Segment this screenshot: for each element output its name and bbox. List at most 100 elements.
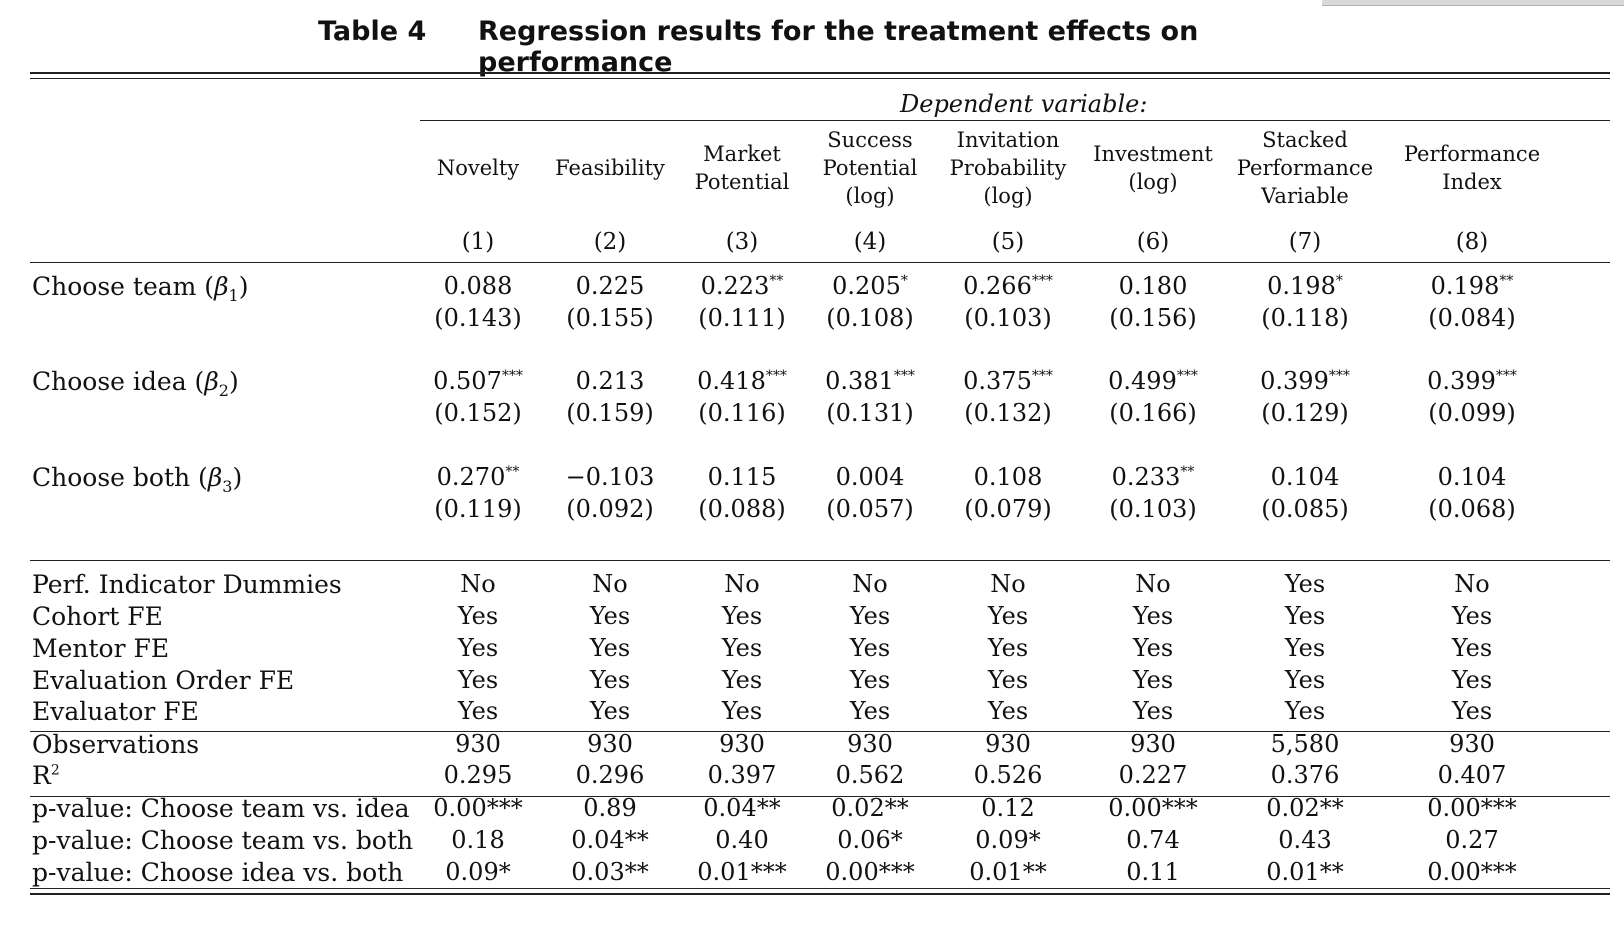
beta-subscript: 3 [222, 477, 233, 496]
column-number: (1) [461, 229, 495, 255]
fixed-effect-cell: Yes [589, 634, 631, 662]
column-header: Stacked Performance Variable [1237, 126, 1373, 210]
coefficient-cell: 0.375*** [963, 367, 1053, 395]
coefficient-value: −0.103 [565, 463, 655, 491]
fixed-effect-cell: Yes [1132, 634, 1174, 662]
row-label: Choose team (β1) [32, 272, 248, 304]
fixed-effect-cell: Yes [721, 602, 763, 630]
statistic-cell: 930 [587, 730, 633, 758]
standard-error-cell: (0.085) [1261, 495, 1349, 523]
significance-stars: * [1335, 273, 1343, 289]
pvalue-cell: 0.04** [703, 794, 781, 822]
beta-symbol: β [207, 463, 223, 492]
coefficient-value: 0.270 [436, 463, 506, 491]
row-label-close: ) [232, 463, 243, 492]
coefficient-cell: 0.223** [701, 272, 784, 300]
coefficient-value: 0.004 [835, 463, 905, 491]
standard-error-cell: (0.099) [1428, 399, 1516, 427]
fixed-effect-cell: Yes [987, 602, 1029, 630]
coefficient-cell: 0.507*** [433, 367, 523, 395]
table-number: Table 4 [318, 16, 427, 47]
standard-error-cell: (0.156) [1109, 304, 1197, 332]
fixed-effect-cell: Yes [987, 697, 1029, 725]
coefficient-cell: 0.004 [836, 463, 905, 491]
coefficient-cell: 0.205* [832, 272, 908, 300]
table-caption: Table 4 Regression results for the treat… [0, 16, 1400, 78]
pvalue-cell: 0.74 [1126, 826, 1180, 854]
coefficient-cell: 0.399*** [1427, 367, 1517, 395]
column-header-line: Performance [1403, 142, 1541, 166]
statistic-cell: 930 [1449, 730, 1495, 758]
coefficient-value: 0.381 [825, 367, 894, 395]
pvalue-cell: 0.02** [831, 794, 909, 822]
fixed-effect-cell: Yes [1451, 666, 1493, 694]
pvalue-cell: 0.03** [571, 858, 649, 886]
statistic-cell: 930 [719, 730, 765, 758]
significance-stars: *** [1176, 368, 1198, 384]
pvalue-cell: 0.12 [981, 794, 1035, 822]
coefficient-cell: 0.213 [576, 367, 645, 395]
fixed-effect-cell: Yes [457, 697, 499, 725]
standard-error-cell: (0.159) [566, 399, 654, 427]
fixed-effect-cell: No [592, 570, 628, 598]
pvalue-rule [30, 796, 1610, 797]
fixed-effect-cell: Yes [457, 634, 499, 662]
fixed-effect-cell: Yes [457, 602, 499, 630]
column-header-line: Stacked [1262, 128, 1348, 152]
standard-error-cell: (0.084) [1428, 304, 1516, 332]
statistic-cell: 930 [847, 730, 893, 758]
row-label: Choose idea (β2) [32, 367, 239, 399]
statistic-cell: 0.562 [835, 761, 905, 789]
statistic-cell: 0.397 [707, 761, 777, 789]
pvalue-cell: 0.00*** [825, 858, 915, 886]
standard-error-cell: (0.152) [434, 399, 522, 427]
header-rule [30, 262, 1610, 263]
pvalue-cell: 0.00*** [1427, 794, 1517, 822]
significance-stars: ** [769, 273, 784, 289]
fixed-effect-cell: Yes [1132, 602, 1174, 630]
standard-error-cell: (0.166) [1109, 399, 1197, 427]
fixed-effect-cell: Yes [589, 602, 631, 630]
pvalue-cell: 0.00*** [433, 794, 523, 822]
coefficient-cell: 0.266*** [963, 272, 1053, 300]
fixed-effect-cell: Yes [721, 666, 763, 694]
column-header: Invitation Probability (log) [950, 126, 1067, 210]
pvalue-cell: 0.43 [1278, 826, 1332, 854]
controls-rule [30, 560, 1610, 561]
significance-stars: ** [505, 464, 520, 480]
column-header-line: Invitation [956, 128, 1060, 152]
statistic-cell: 0.526 [973, 761, 1043, 789]
statistic-cell: 0.376 [1270, 761, 1340, 789]
column-header-line: Index [1442, 170, 1502, 194]
coefficient-cell: 0.180 [1119, 272, 1188, 300]
standard-error-cell: (0.131) [826, 399, 914, 427]
coefficient-cell: 0.499*** [1108, 367, 1198, 395]
fixed-effect-cell: Yes [1284, 697, 1326, 725]
pvalue-cell: 0.01** [969, 858, 1047, 886]
table-title: Regression results for the treatment eff… [478, 16, 1199, 78]
column-header-line: (log) [1128, 170, 1178, 194]
significance-stars: *** [1031, 273, 1053, 289]
standard-error-cell: (0.103) [964, 304, 1052, 332]
fixed-effect-cell: Yes [721, 697, 763, 725]
column-header-line: Feasibility [555, 156, 665, 180]
coefficient-value: 0.507 [433, 367, 502, 395]
statistic-cell: 0.227 [1118, 761, 1188, 789]
bottom-rule [30, 888, 1610, 889]
coefficient-cell: 0.108 [974, 463, 1043, 491]
column-number: (7) [1288, 229, 1322, 255]
column-number: (2) [593, 229, 627, 255]
top-rule [30, 72, 1610, 74]
column-header-line: Probability [949, 156, 1067, 180]
fixed-effect-cell: Yes [1132, 666, 1174, 694]
coefficient-cell: 0.198** [1431, 272, 1514, 300]
pvalue-cell: 0.09* [975, 826, 1041, 854]
coefficient-cell: 0.115 [708, 463, 777, 491]
fixed-effect-cell: No [1454, 570, 1490, 598]
column-header: Feasibility [555, 154, 665, 182]
coefficient-value: 0.233 [1111, 463, 1181, 491]
coefficient-value: 0.223 [700, 272, 770, 300]
fixed-effect-cell: No [990, 570, 1026, 598]
coefficient-value: 0.104 [1437, 463, 1507, 491]
standard-error-cell: (0.057) [826, 495, 914, 523]
